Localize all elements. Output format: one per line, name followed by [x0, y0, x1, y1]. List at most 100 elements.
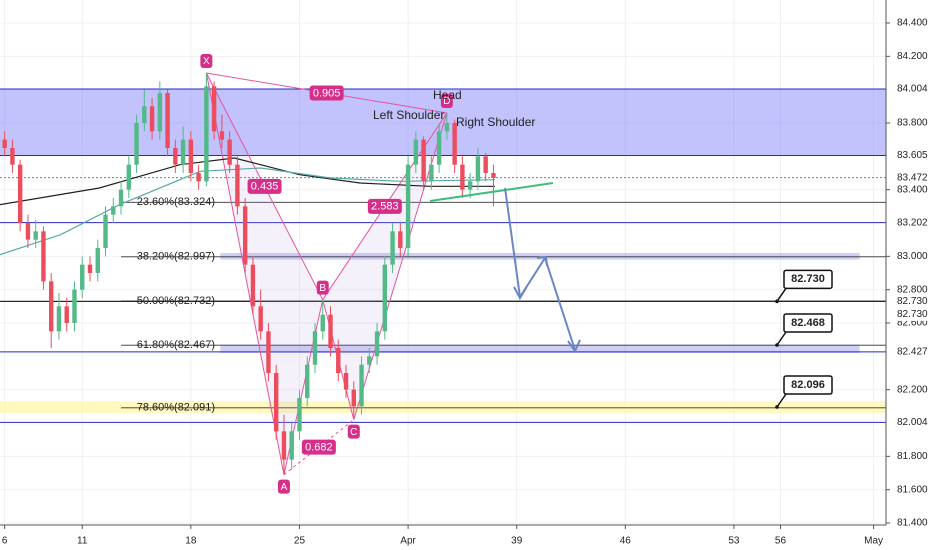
moving-averages: [0, 157, 495, 256]
x-tick-label: 56: [775, 536, 787, 547]
zone: [0, 401, 886, 413]
candle-body: [165, 93, 170, 148]
candle-body: [460, 164, 465, 190]
callout-pointer: [776, 393, 787, 408]
pattern-point-label: X: [203, 56, 210, 67]
y-tick-label: 81.400: [897, 518, 928, 529]
fib-label: 38.20%(82.997): [137, 251, 215, 263]
projection-path: [504, 187, 576, 351]
candle-body: [111, 206, 116, 215]
candle-body: [242, 206, 248, 265]
candle-body: [17, 164, 23, 223]
candle-body: [41, 231, 46, 282]
ratio-box: [309, 85, 344, 101]
candle-body: [312, 331, 318, 365]
y-tick-label: 82.600: [897, 318, 928, 329]
candle-body: [103, 214, 108, 248]
y-tick-label: 82.200: [897, 384, 928, 395]
callout-anchor: [775, 343, 779, 347]
candle-body: [80, 264, 85, 290]
fib-label: 78.60%(82.091): [137, 402, 215, 414]
candle-body: [126, 164, 131, 190]
candle-body: [235, 164, 240, 207]
candle-body: [211, 86, 217, 132]
candle-body: [33, 231, 38, 240]
y-tick-label: 82.800: [897, 284, 928, 295]
y-tick-label: 81.600: [897, 484, 928, 495]
candle-body: [297, 398, 302, 432]
time-axis-bg: [0, 525, 932, 550]
y-tick-label: 83.800: [897, 118, 928, 129]
price-tag: [887, 171, 932, 185]
candle-body: [413, 139, 419, 165]
candle-body: [367, 356, 372, 365]
candle-body: [227, 139, 232, 165]
y-tick-label: 81.800: [897, 451, 928, 462]
candle-body: [173, 148, 178, 165]
pattern-point-label: C: [350, 427, 357, 438]
grid: [0, 0, 886, 525]
candle-body: [64, 306, 69, 323]
candle-body: [382, 264, 388, 332]
annotation: Right Shoulder: [456, 115, 535, 129]
candle-body: [374, 331, 380, 357]
candle-body: [157, 93, 163, 132]
candle-body: [25, 223, 31, 240]
candle-body: [250, 264, 256, 307]
candle-body: [180, 139, 186, 165]
candle-body: [142, 106, 147, 123]
candle-body: [273, 373, 279, 432]
candle-body: [289, 431, 294, 460]
callout-box: [783, 269, 833, 290]
zones: [0, 89, 886, 413]
y-tick-label: 84.200: [897, 51, 928, 62]
fib-label: 61.80%(82.467): [137, 339, 215, 351]
candle-body: [475, 156, 481, 182]
price-tag: [887, 307, 932, 321]
arrow-head: [536, 255, 548, 267]
candle-body: [336, 348, 341, 373]
candle-body: [305, 364, 310, 398]
candle-body: [343, 373, 349, 390]
levels: 23.60%(83.324)38.20%(82.997)50.00%(82.73…: [0, 88, 886, 423]
pattern-point-label: B: [319, 283, 326, 294]
candle-body: [359, 364, 364, 407]
candle-body: [118, 189, 124, 207]
y-tick-label: 83.000: [897, 251, 928, 262]
callouts: 82.730 82.468 82.096: [775, 269, 833, 409]
callout-label: 82.096: [791, 379, 825, 391]
candle-body: [134, 123, 139, 165]
pattern-point-label: A: [281, 482, 288, 493]
candle-body: [467, 181, 473, 190]
candle-body: [452, 123, 457, 165]
pattern-line: [205, 72, 285, 475]
price-tag-label: 82.427: [897, 346, 928, 357]
candle-body: [429, 164, 434, 182]
candle-body: [421, 139, 426, 182]
candle-body: [87, 264, 93, 273]
price-tag-label: 82.730: [897, 309, 928, 320]
fib-label: 23.60%(83.324): [137, 196, 215, 208]
price-tag: [887, 294, 932, 308]
y-tick-label: 84.400: [897, 18, 928, 29]
x-tick-label: 46: [620, 536, 632, 547]
drawings: Left Shoulder Head Right Shoulder: [373, 88, 581, 354]
ratio-label: 2.583: [371, 201, 399, 213]
pattern-point: [200, 54, 213, 68]
y-tick-label: 83.400: [897, 184, 928, 195]
band: [220, 344, 860, 353]
annotation: Head: [433, 88, 462, 102]
ratio-box: [247, 178, 282, 194]
price-tag: [887, 82, 932, 96]
callout-label: 82.468: [791, 317, 825, 329]
x-tick-label: 25: [294, 536, 306, 547]
candle-body: [10, 148, 15, 165]
neckline: [429, 182, 554, 202]
ratio-label: 0.435: [251, 181, 279, 193]
ratio-box: [301, 439, 336, 455]
price-tag-label: 82.004: [897, 417, 928, 428]
candle-body: [483, 156, 488, 173]
price-tag-label: 83.605: [897, 150, 928, 161]
